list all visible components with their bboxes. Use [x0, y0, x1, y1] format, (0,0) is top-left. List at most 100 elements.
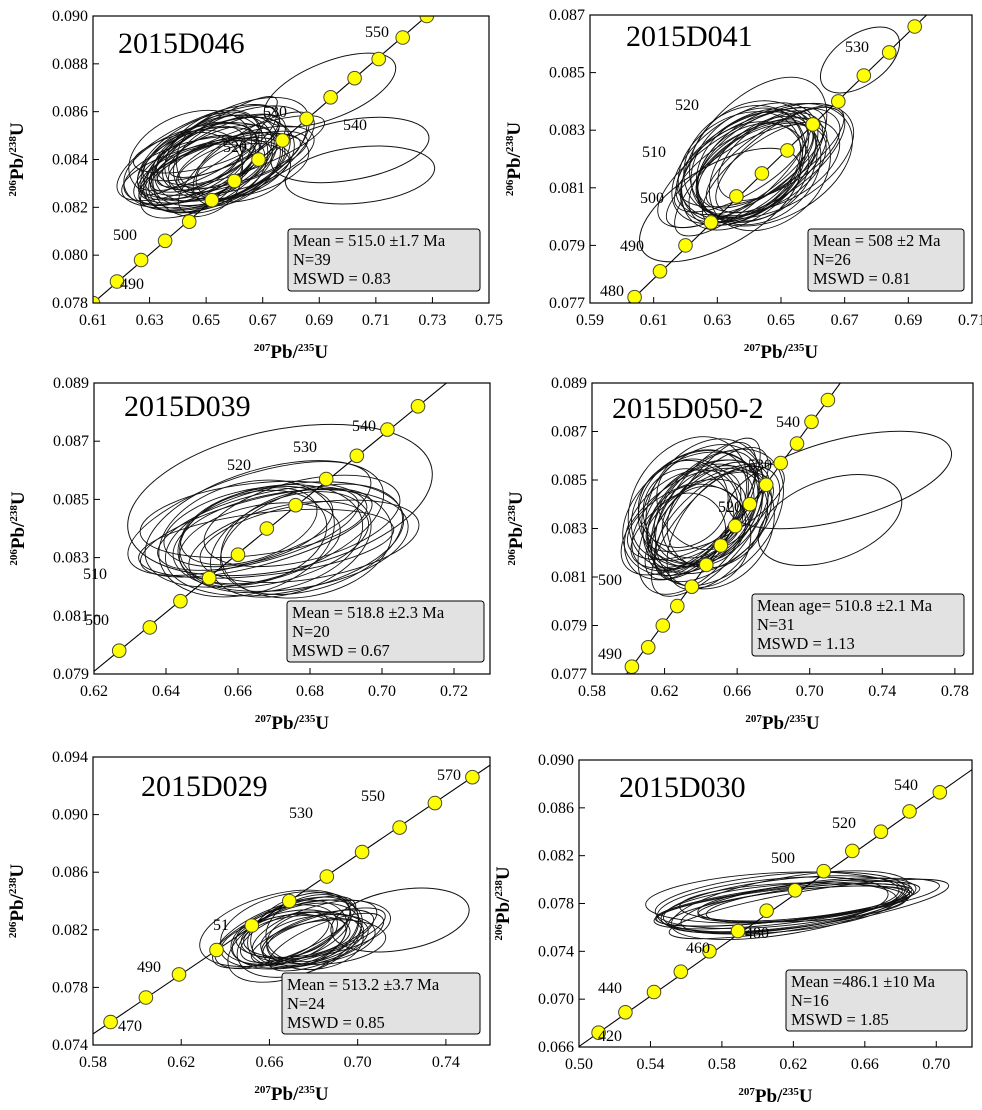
concordia-age-marker — [230, 547, 246, 563]
y-tick-label: 0.082 — [52, 199, 88, 216]
error-ellipse — [176, 125, 315, 195]
concordia-age-marker — [713, 538, 729, 553]
x-tick-label: 0.70 — [368, 683, 396, 700]
age-label: 520 — [832, 815, 856, 832]
y-tick-label: 0.086 — [52, 864, 88, 881]
error-ellipse — [140, 488, 373, 578]
error-ellipse — [330, 887, 470, 953]
y-tick-label: 0.087 — [53, 433, 89, 450]
y-tick-label: 0.079 — [53, 666, 89, 683]
concordia-age-marker — [109, 274, 125, 289]
age-label: 520 — [675, 97, 699, 114]
age-label: 540 — [352, 418, 376, 435]
x-tick-label: 0.66 — [723, 683, 751, 700]
x-axis-title-part: 235 — [782, 1086, 799, 1098]
x-tick-label: 0.62 — [779, 1056, 807, 1073]
concordia-panel-2: 0.59 0.61 0.63 0.65 0.67 0.69 0.710.0770.0790.… — [504, 7, 982, 363]
sample-title: 2015D046 — [118, 27, 245, 60]
stats-mswd: MSWD = 0.83 — [293, 269, 391, 288]
error-ellipse — [654, 871, 906, 929]
x-tick-label: 0.73 — [418, 312, 446, 329]
concordia-age-marker — [591, 1025, 606, 1040]
error-ellipse — [231, 909, 347, 969]
x-tick-label: 0.66 — [851, 1056, 879, 1073]
y-axis-title-part: 238 — [8, 505, 20, 522]
x-tick-label: 0.58 — [708, 1056, 736, 1073]
error-ellipse — [220, 488, 393, 599]
x-axis-title-part: 207 — [255, 713, 272, 725]
concordia-age-marker — [138, 990, 154, 1005]
error-ellipse — [152, 96, 310, 207]
x-axis-ticks: 0.61 0.63 0.65 0.67 0.69 0.71 0.73 0.75 — [79, 297, 503, 329]
concordia-age-marker — [354, 844, 370, 860]
y-axis-ticks: 0.077 0.079 0.081 0.083 0.085 0.087 — [549, 7, 596, 312]
concordia-age-marker — [111, 643, 127, 659]
concordia-age-marker — [932, 785, 948, 800]
stats-mean: Mean age= 510.8 ±2.1 Ma — [757, 596, 933, 615]
x-tick-label: 0.65 — [192, 312, 220, 329]
error-ellipse — [662, 875, 903, 933]
error-ellipse — [653, 883, 915, 930]
concordia-age-marker — [699, 557, 714, 573]
plot-area — [93, 764, 490, 1035]
y-axis-ticks: 0.077 0.079 0.081 0.083 0.085 0.087 0.089 — [551, 375, 598, 683]
concordia-age-marker — [181, 214, 197, 229]
concordia-age-marker — [856, 68, 872, 83]
error-ellipse — [622, 451, 759, 576]
age-label: 550 — [365, 24, 389, 41]
y-tick-label: 0.085 — [549, 65, 585, 82]
stats-mean: Mean = 515.0 ±1.7 Ma — [293, 231, 446, 250]
concordia-age-marker — [427, 795, 443, 811]
age-label: 530 — [748, 457, 772, 474]
x-axis-title-part: 235 — [789, 713, 806, 725]
y-tick-label: 0.082 — [538, 848, 574, 865]
y-axis-ticks: 0.066 0.070 0.074 0.078 0.082 0.086 0.090 — [538, 752, 585, 1056]
y-tick-label: 0.083 — [53, 550, 89, 567]
y-tick-label: 0.077 — [551, 666, 587, 683]
concordia-age-marker — [299, 111, 314, 127]
x-tick-label: 0.70 — [344, 1054, 372, 1071]
concordia-age-marker — [392, 820, 407, 835]
concordia-age-marker — [787, 883, 803, 898]
y-tick-label: 0.074 — [52, 1037, 88, 1054]
y-axis-title-part: U — [506, 491, 527, 505]
age-label: 530 — [845, 39, 869, 56]
age-label: 550 — [361, 788, 385, 805]
concordia-age-marker — [282, 893, 297, 909]
stats-mean: Mean =486.1 ±10 Ma — [791, 972, 936, 991]
age-label: 510 — [83, 566, 107, 583]
y-axis-ticks: 0.079 0.081 0.083 0.085 0.087 0.089 — [53, 375, 100, 683]
y-axis-title-part: 206 — [7, 921, 19, 938]
error-ellipse — [158, 479, 335, 598]
concordia-age-marker — [157, 233, 173, 249]
error-ellipse — [214, 896, 351, 970]
x-tick-label: 0.61 — [640, 312, 668, 329]
y-tick-label: 0.086 — [538, 800, 574, 817]
error-ellipse — [673, 119, 808, 213]
x-axis-title: 207Pb/235U — [255, 713, 329, 734]
plot-frame — [93, 382, 491, 675]
error-ellipse — [172, 489, 409, 592]
error-ellipse — [139, 480, 368, 558]
error-ellipse — [163, 485, 334, 568]
concordia-age-marker — [881, 45, 897, 60]
x-axis-ticks: 0.50 0.54 0.58 0.62 0.66 0.70 — [565, 1041, 950, 1073]
x-axis-title-part: U — [315, 1084, 329, 1105]
concordia-age-marker — [773, 455, 789, 471]
age-label: 440 — [598, 980, 622, 997]
age-label: 480 — [745, 925, 769, 942]
age-label: 530 — [293, 439, 317, 456]
x-tick-label: 0.78 — [941, 683, 969, 700]
error-ellipse — [639, 147, 801, 263]
sample-title: 2015D030 — [619, 771, 746, 804]
x-axis-title-part: 235 — [298, 342, 315, 354]
stats-mean: Mean = 513.2 ±3.7 Ma — [287, 975, 440, 994]
error-ellipse — [133, 113, 286, 206]
x-tick-label: 0.69 — [894, 312, 922, 329]
concordia-age-marker — [703, 215, 719, 230]
concordia-age-marker — [655, 618, 671, 633]
y-tick-label: 0.085 — [53, 491, 89, 508]
y-axis-title-part: Pb/ — [7, 152, 28, 180]
y-axis-title: 206Pb/238U — [8, 491, 29, 565]
concordia-age-marker — [244, 918, 260, 933]
